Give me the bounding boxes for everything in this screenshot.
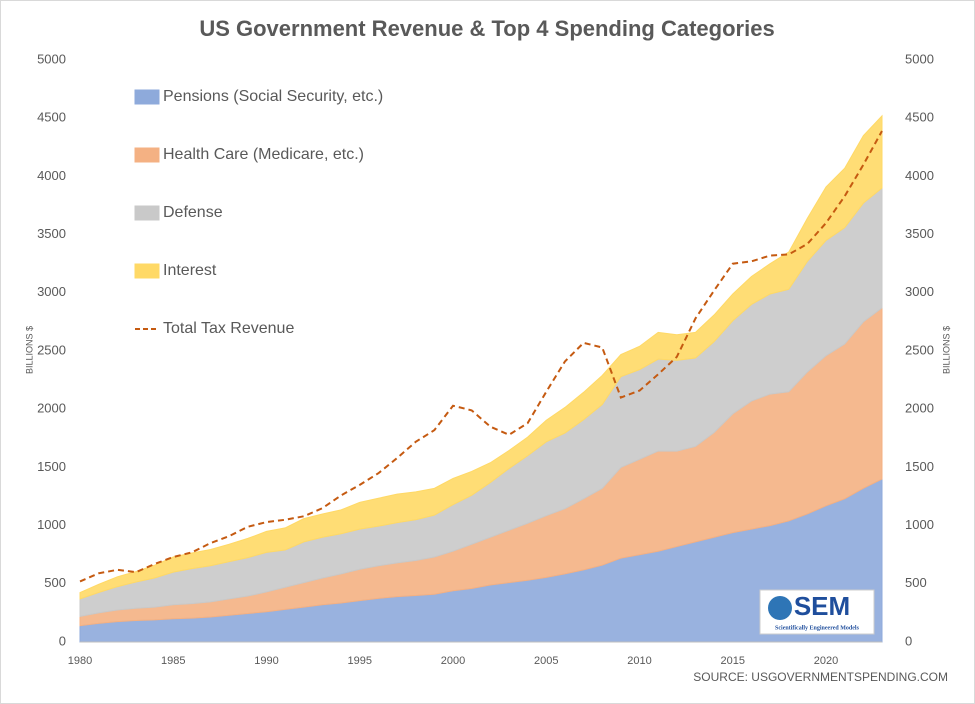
legend-label: Health Care (Medicare, etc.) <box>163 146 364 163</box>
logo-icon <box>768 596 792 620</box>
y-axis-label: BILLIONS $ <box>24 326 34 374</box>
y2-tick-label: 500 <box>905 575 927 590</box>
y2-tick-label: 2500 <box>905 342 934 357</box>
y2-axis-label: BILLIONS $ <box>941 326 951 374</box>
y2-tick-label: 5000 <box>905 51 934 66</box>
logo-text: SEM <box>794 591 850 621</box>
x-tick-label: 1995 <box>348 655 372 667</box>
source: SOURCE: USGOVERNMENTSPENDING.COM <box>693 670 948 684</box>
y-tick-label: 5000 <box>37 51 66 66</box>
y2-tick-label: 2000 <box>905 401 934 416</box>
legend-label: Total Tax Revenue <box>163 320 294 337</box>
y2-tick-label: 3000 <box>905 284 934 299</box>
revenue-line <box>79 130 883 583</box>
y-tick-label: 2500 <box>37 342 66 357</box>
y2-tick-label: 1000 <box>905 517 934 532</box>
x-tick-label: 2010 <box>627 655 651 667</box>
y2-tick-label: 1500 <box>905 459 934 474</box>
legend-label: Interest <box>163 262 217 279</box>
y-tick-label: 4000 <box>37 168 66 183</box>
x-tick-label: 2020 <box>814 655 838 667</box>
y-tick-label: 0 <box>59 633 66 648</box>
legend-swatch <box>134 205 160 221</box>
y2-tick-label: 3500 <box>905 226 934 241</box>
x-tick-label: 1985 <box>161 655 185 667</box>
logo-subtitle: Scientifically Engineered Models <box>775 625 860 631</box>
x-tick-label: 2000 <box>441 655 465 667</box>
y-tick-label: 3000 <box>37 284 66 299</box>
legend-label: Pensions (Social Security, etc.) <box>163 88 383 105</box>
legend-label: Defense <box>163 204 223 221</box>
y-tick-label: 2000 <box>37 401 66 416</box>
x-tick-label: 2015 <box>721 655 745 667</box>
y2-tick-label: 4000 <box>905 168 934 183</box>
y2-tick-label: 4500 <box>905 110 934 125</box>
y-tick-label: 1500 <box>37 459 66 474</box>
legend-swatch <box>134 89 160 105</box>
legend-swatch <box>134 147 160 163</box>
chart-title: US Government Revenue & Top 4 Spending C… <box>199 16 774 41</box>
x-tick-label: 1980 <box>68 655 92 667</box>
y2-tick-label: 0 <box>905 633 912 648</box>
legend-swatch <box>134 263 160 279</box>
logo: SEM Scientifically Engineered Models <box>759 589 875 635</box>
x-tick-label: 2005 <box>534 655 558 667</box>
y-tick-label: 4500 <box>37 110 66 125</box>
area <box>79 114 883 600</box>
y-tick-label: 3500 <box>37 226 66 241</box>
y-tick-label: 1000 <box>37 517 66 532</box>
x-tick-label: 1990 <box>254 655 278 667</box>
y-tick-label: 500 <box>44 575 66 590</box>
